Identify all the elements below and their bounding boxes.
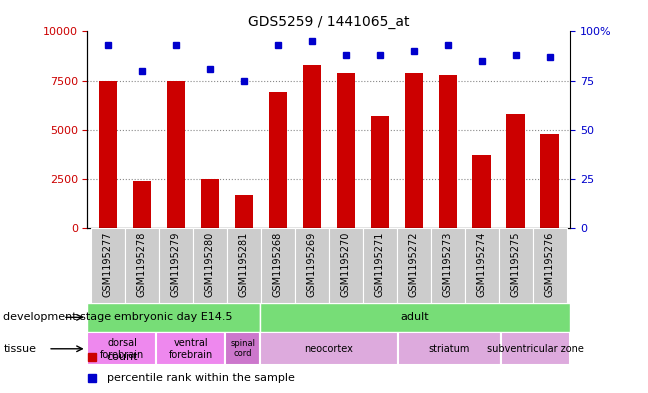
- Text: percentile rank within the sample: percentile rank within the sample: [107, 373, 295, 383]
- Bar: [235, 195, 253, 228]
- Text: dorsal
forebrain: dorsal forebrain: [100, 338, 144, 360]
- FancyBboxPatch shape: [502, 332, 570, 365]
- Text: neocortex: neocortex: [305, 344, 353, 354]
- FancyBboxPatch shape: [431, 228, 465, 303]
- Bar: [167, 81, 185, 228]
- FancyBboxPatch shape: [295, 228, 329, 303]
- Bar: [371, 116, 389, 228]
- Text: ventral
forebrain: ventral forebrain: [168, 338, 213, 360]
- Text: tissue: tissue: [3, 344, 36, 354]
- FancyBboxPatch shape: [499, 228, 533, 303]
- Text: spinal
cord: spinal cord: [230, 339, 255, 358]
- Text: GSM1195279: GSM1195279: [171, 231, 181, 297]
- FancyBboxPatch shape: [87, 303, 260, 332]
- FancyBboxPatch shape: [226, 332, 260, 365]
- Text: GSM1195275: GSM1195275: [511, 231, 521, 297]
- Text: subventricular zone: subventricular zone: [487, 344, 584, 354]
- Bar: [133, 181, 151, 228]
- FancyBboxPatch shape: [159, 228, 193, 303]
- FancyBboxPatch shape: [156, 332, 226, 365]
- Title: GDS5259 / 1441065_at: GDS5259 / 1441065_at: [248, 15, 410, 29]
- FancyBboxPatch shape: [533, 228, 567, 303]
- Text: GSM1195280: GSM1195280: [205, 231, 215, 297]
- Text: GSM1195268: GSM1195268: [273, 231, 283, 297]
- Text: adult: adult: [400, 312, 430, 322]
- Text: development stage: development stage: [3, 312, 111, 322]
- FancyBboxPatch shape: [87, 332, 156, 365]
- FancyBboxPatch shape: [398, 332, 502, 365]
- FancyBboxPatch shape: [465, 228, 499, 303]
- Bar: [336, 73, 355, 228]
- Bar: [268, 92, 287, 228]
- Text: count: count: [107, 352, 138, 362]
- Text: striatum: striatum: [429, 344, 470, 354]
- Bar: [540, 134, 559, 228]
- Text: GSM1195277: GSM1195277: [103, 231, 113, 297]
- FancyBboxPatch shape: [397, 228, 431, 303]
- FancyBboxPatch shape: [91, 228, 125, 303]
- FancyBboxPatch shape: [260, 303, 570, 332]
- Text: GSM1195269: GSM1195269: [307, 231, 317, 297]
- Bar: [472, 155, 491, 228]
- FancyBboxPatch shape: [261, 228, 295, 303]
- Text: GSM1195272: GSM1195272: [409, 231, 419, 297]
- Text: GSM1195271: GSM1195271: [375, 231, 385, 297]
- Bar: [507, 114, 525, 228]
- Bar: [303, 65, 321, 228]
- Text: GSM1195270: GSM1195270: [341, 231, 351, 297]
- Text: GSM1195276: GSM1195276: [545, 231, 555, 297]
- Bar: [404, 73, 423, 228]
- Text: GSM1195278: GSM1195278: [137, 231, 147, 297]
- FancyBboxPatch shape: [125, 228, 159, 303]
- FancyBboxPatch shape: [193, 228, 227, 303]
- Text: embryonic day E14.5: embryonic day E14.5: [115, 312, 233, 322]
- FancyBboxPatch shape: [227, 228, 261, 303]
- FancyBboxPatch shape: [363, 228, 397, 303]
- Text: GSM1195273: GSM1195273: [443, 231, 453, 297]
- Text: GSM1195274: GSM1195274: [477, 231, 487, 297]
- FancyBboxPatch shape: [260, 332, 398, 365]
- Bar: [200, 179, 219, 228]
- Bar: [439, 75, 457, 228]
- Bar: [98, 81, 117, 228]
- Text: GSM1195281: GSM1195281: [239, 231, 249, 297]
- FancyBboxPatch shape: [329, 228, 363, 303]
